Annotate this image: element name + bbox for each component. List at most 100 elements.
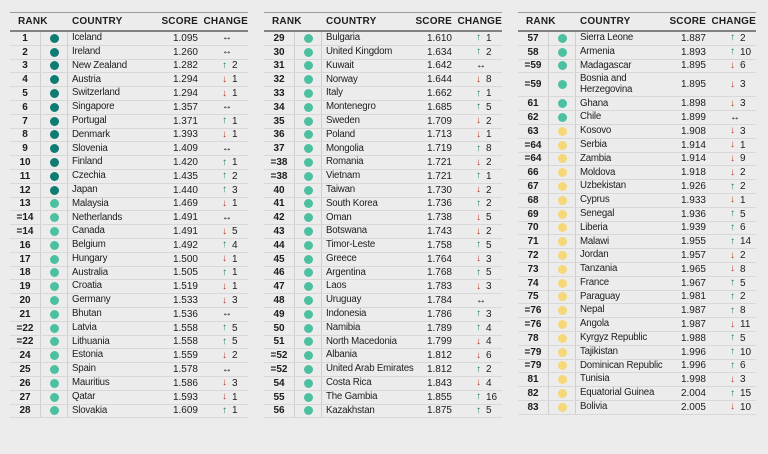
score-cell: 1.294 [172,88,198,100]
change-down-icon: ↓ [730,401,735,413]
table-row: 11 Czechia 1.435 ↑ 2 [10,169,248,184]
change-value: 3 [486,253,492,265]
score-cell: 1.260 [172,46,198,58]
change-value: 1 [232,74,238,86]
dot-cell [40,211,68,225]
change-cell: ↓ 3 [706,98,756,109]
change-value: 2 [232,170,238,182]
table-row: =76 Angola 1.987 ↓ 11 [518,318,756,332]
rank-cell: 29 [273,32,285,44]
score-cell: 1.743 [426,226,452,238]
dot-cell [40,390,68,404]
score-cell: 1.536 [172,308,198,320]
change-value: 14 [740,236,752,248]
country-cell: Uzbekistan [580,180,626,192]
change-value: 1 [232,267,238,279]
dot-cell [294,238,322,252]
change-cell: ↓ 1 [198,74,248,85]
ranking-table-3: RANK COUNTRY SCORE CHANGE 57 Sierra Leone… [518,12,756,418]
country-cell: Denmark [72,128,110,140]
change-cell: ↑ 2 [198,60,248,71]
rank-cell: 10 [19,157,31,169]
rank-cell: 30 [273,46,285,58]
dot-cell [40,59,68,73]
rank-cell: 12 [19,184,31,196]
country-cell: Albania [326,349,357,361]
rank-cell: 50 [273,322,285,334]
country-cell: Switzerland [72,87,120,99]
score-cell: 1.409 [172,143,198,155]
change-cell: ↓ 6 [706,60,756,71]
table-row: 26 Mauritius 1.586 ↓ 3 [10,376,248,391]
country-cell: Malaysia [72,197,109,209]
change-cell: ↓ 1 [198,254,248,265]
table-row: 24 Estonia 1.559 ↓ 2 [10,349,248,364]
change-value: 5 [740,277,746,289]
table-row: 18 Australia 1.505 ↑ 1 [10,266,248,281]
country-cell: Zambia [580,152,612,164]
tier-green-dot [303,296,313,306]
tier-green-dot [303,47,313,57]
rank-cell: 25 [19,364,31,376]
change-up-icon: ↑ [222,335,227,347]
dot-cell [294,114,322,128]
rank-cell: 46 [273,267,285,279]
tier-green-dot [303,158,313,168]
change-up-icon: ↑ [476,308,481,320]
rank-cell: 20 [19,295,31,307]
tier-dark-dot [49,47,59,57]
score-cell: 1.371 [172,115,198,127]
score-cell: 1.918 [680,167,706,179]
table-row: 20 Germany 1.533 ↓ 3 [10,294,248,308]
change-value: 4 [486,322,492,334]
tier-green-dot [303,254,313,264]
dot-cell [548,111,576,124]
tier-yellow-dot [557,251,567,261]
tier-dark-dot [49,75,59,85]
change-cell: ↑ 5 [706,278,756,289]
rank-cell: =64 [524,153,542,165]
country-cell: Senegal [580,207,615,219]
change-up-icon: ↑ [222,115,227,127]
change-down-icon: ↓ [222,128,227,140]
table-row: 47 Laos 1.783 ↓ 3 [264,280,502,295]
change-cell: ↓ 1 [198,88,248,99]
dot-cell [548,276,576,290]
tier-green-dot [303,213,313,223]
table-row: 31 Kuwait 1.642 ↔ [264,59,502,74]
change-up-icon: ↑ [730,277,735,289]
country-cell: Spain [72,363,96,375]
change-cell: ↔ [198,33,248,43]
tier-green-dot [49,254,59,264]
rank-cell: 19 [19,281,31,293]
table-row: 51 North Macedonia 1.799 ↓ 4 [264,335,502,350]
table-row: =38 Vietnam 1.721 ↑ 1 [264,169,502,184]
change-down-icon: ↓ [730,139,735,151]
table-row: 41 South Korea 1.736 ↑ 2 [264,197,502,212]
change-cell: ↑ 1 [452,171,502,182]
table-row: 48 Uruguay 1.784 ↔ [264,294,502,308]
score-cell: 1.533 [172,295,198,307]
tier-dark-dot [49,130,59,140]
score-cell: 1.435 [172,170,198,182]
tier-green-dot [49,406,59,416]
tier-yellow-dot [557,278,567,288]
table-row: 50 Namibia 1.789 ↑ 4 [264,321,502,336]
dot-cell [548,166,576,180]
change-cell: ↑ 6 [706,360,756,371]
change-value: 4 [486,377,492,389]
change-value: 8 [740,263,746,275]
table-row: 58 Armenia 1.893 ↑ 10 [518,45,756,60]
change-value: 2 [740,291,746,303]
tier-yellow-dot [557,347,567,357]
table-row: 16 Belgium 1.492 ↑ 4 [10,238,248,253]
rank-cell: =76 [524,319,542,331]
table-row: 36 Poland 1.713 ↓ 1 [264,128,502,143]
change-cell: ↑ 2 [452,47,502,58]
score-cell: 1.586 [172,377,198,389]
change-cell: ↓ 3 [198,378,248,389]
change-down-icon: ↓ [476,115,481,127]
country-cell: Armenia [580,45,615,57]
tier-green-dot [303,75,313,85]
score-cell: 1.578 [172,364,198,376]
